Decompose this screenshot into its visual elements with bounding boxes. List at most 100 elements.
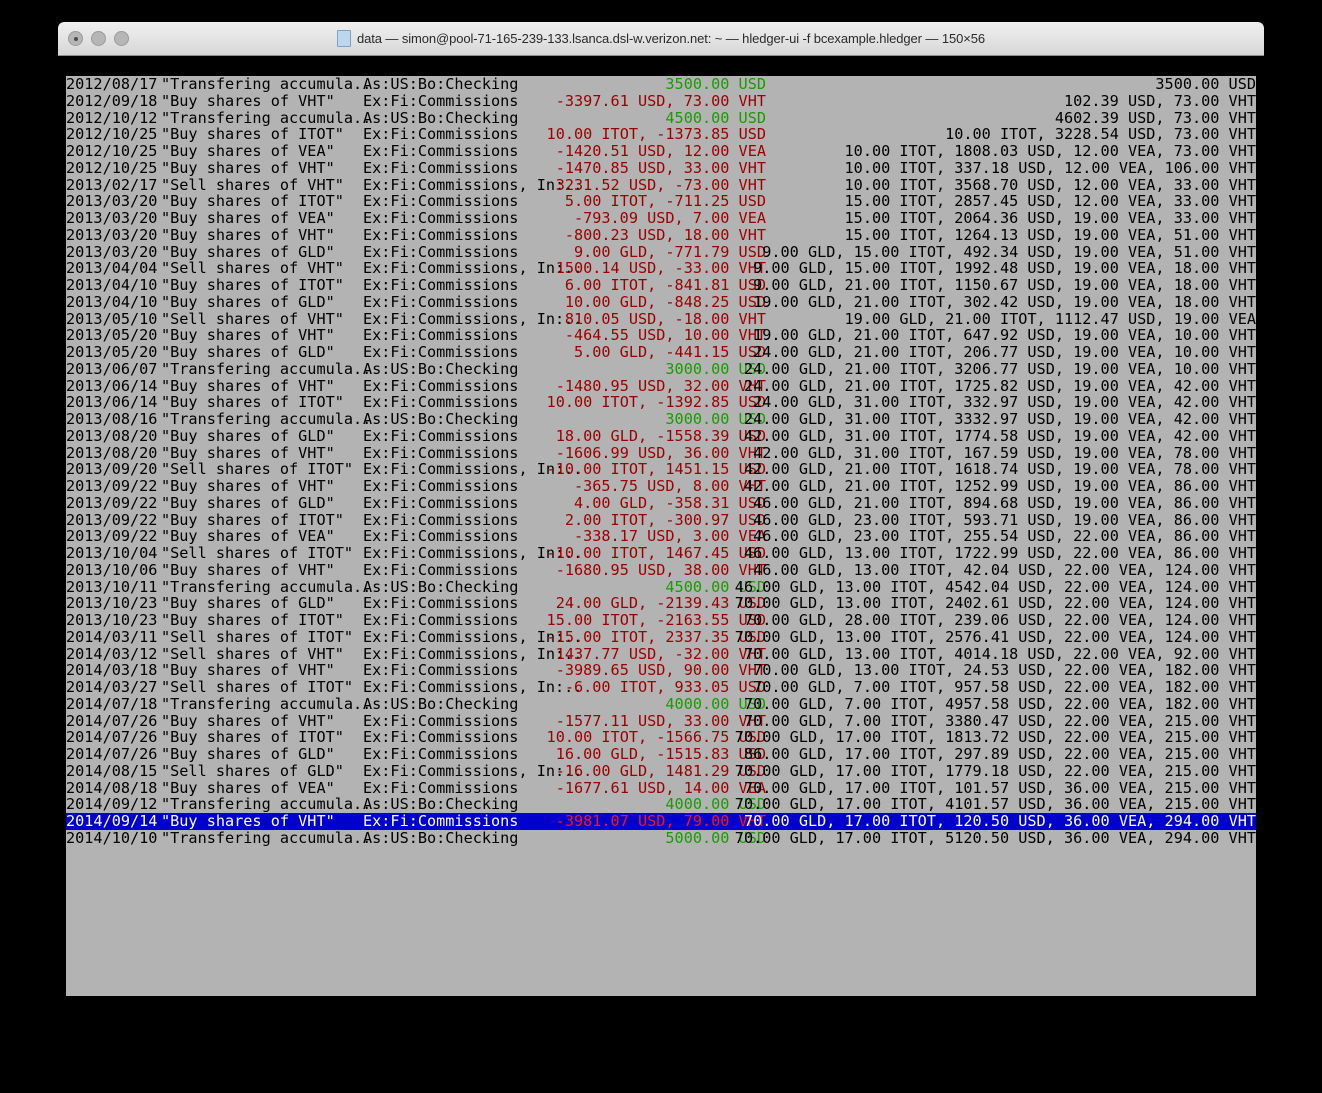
table-row[interactable]: 2013/08/20 "Buy shares of GLD" Ex:Fi:Commi… (66, 426, 1256, 445)
cell-account: Ex:Fi:Commissions (363, 209, 519, 227)
cell-balance: 10.00 ITOT, 3568.70 USD, 12.00 VEA, 33.0… (844, 175, 1256, 194)
cell-desc: "Sell shares of ITOT" (161, 544, 354, 562)
table-row[interactable]: 2014/07/26 "Buy shares of ITOT" Ex:Fi:Comm… (66, 729, 1256, 746)
table-row[interactable]: 2014/03/18 "Buy shares of VHT" Ex:Fi:Commi… (66, 662, 1256, 679)
table-row[interactable]: 2014/03/27 "Sell shares of ITOT" Ex:Fi:Com… (66, 679, 1256, 696)
table-row[interactable]: 2014/03/11 "Sell shares of ITOT" Ex:Fi:Com… (66, 628, 1256, 646)
cell-amount: -10.00 ITOT, 1451.15 USD (546, 460, 766, 479)
table-row[interactable]: 2013/05/10 "Sell shares of VHT" Ex:Fi:Comm… (66, 309, 1256, 328)
table-row[interactable]: 2013/04/10 "Buy shares of GLD" Ex:Fi:Commi… (66, 293, 1256, 311)
minimize-button[interactable] (91, 31, 106, 46)
cell-date: 2013/05/10 (66, 309, 158, 328)
cell-balance: 42.00 GLD, 31.00 ITOT, 1774.58 USD, 19.0… (743, 426, 1256, 445)
table-row[interactable]: 2013/09/20 "Sell shares of ITOT" Ex:Fi:Com… (66, 461, 1256, 478)
table-row[interactable]: 2012/10/25 "Buy shares of VHT" Ex:Fi:Commi… (66, 159, 1256, 177)
terminal-window: data — simon@pool-71-165-239-133.lsanca.… (58, 22, 1264, 1022)
cell-desc: "Buy shares of ITOT" (161, 192, 344, 211)
table-row[interactable]: 2012/09/18 "Buy shares of VHT" Ex:Fi:Commi… (66, 91, 1256, 110)
cell-date: 2013/04/10 (66, 276, 158, 294)
table-row[interactable]: 2013/09/22 "Buy shares of ITOT" Ex:Fi:Comm… (66, 510, 1256, 529)
table-row[interactable]: 2014/07/26 "Buy shares of VHT" Ex:Fi:Commi… (66, 712, 1256, 730)
cell-account: Ex:Fi:Commissions (363, 326, 519, 345)
cell-balance: 70.00 GLD, 7.00 ITOT, 957.58 USD, 22.00 … (753, 678, 1256, 696)
table-row[interactable]: 2012/08/17 "Transfering accumula.. As:US:B… (66, 76, 1256, 93)
table-row[interactable]: 2013/06/07 "Transfering accumula.. As:US:B… (66, 359, 1256, 378)
table-row[interactable]: 2013/09/22 "Buy shares of VEA" Ex:Fi:Commi… (66, 528, 1256, 545)
table-row[interactable]: 2013/05/20 "Buy shares of GLD" Ex:Fi:Commi… (66, 344, 1256, 361)
table-row-selected[interactable]: 2014/09/14 "Buy shares of VHT" Ex:Fi:Commi… (66, 813, 1256, 830)
cell-desc: "Sell shares of ITOT" (161, 460, 354, 479)
table-row[interactable]: 2013/03/20 "Buy shares of ITOT" Ex:Fi:Comm… (66, 193, 1256, 210)
cell-date: 2014/07/26 (66, 745, 158, 763)
cell-balance: 10.00 ITOT, 1808.03 USD, 12.00 VEA, 73.0… (844, 142, 1256, 160)
cell-desc: "Buy shares of VHT" (161, 225, 335, 244)
cell-balance: 46.00 GLD, 23.00 ITOT, 593.71 USD, 19.00… (753, 510, 1256, 529)
hledger-header-bar: ————————————————————————————Assets:US:ET… (58, 57, 1264, 75)
cell-amount: -1680.95 USD, 38.00 VHT (555, 560, 766, 579)
table-row[interactable]: 2013/08/20 "Buy shares of VHT" Ex:Fi:Commi… (66, 444, 1256, 462)
cell-account: Ex:Fi:Commissions, In:.. (363, 309, 583, 328)
table-row[interactable]: 2014/07/26 "Buy shares of GLD" Ex:Fi:Commi… (66, 746, 1256, 763)
cell-amount: 18.00 GLD, -1558.39 USD (555, 426, 766, 445)
cell-account: Ex:Fi:Commissions (363, 276, 519, 294)
table-row[interactable]: 2013/10/23 "Buy shares of ITOT" Ex:Fi:Comm… (66, 612, 1256, 629)
cell-balance: 70.00 GLD, 17.00 ITOT, 4101.57 USD, 36.0… (734, 795, 1256, 814)
cell-amount: -1677.61 USD, 14.00 VEA (555, 778, 766, 797)
cell-date: 2013/09/22 (66, 510, 158, 529)
table-row[interactable]: 2013/09/22 "Buy shares of GLD" Ex:Fi:Commi… (66, 493, 1256, 512)
table-row[interactable]: 2013/04/04 "Sell shares of VHT" Ex:Fi:Comm… (66, 260, 1256, 277)
cell-balance: 46.00 GLD, 13.00 ITOT, 4542.04 USD, 22.0… (734, 577, 1256, 596)
cell-amount: 10.00 ITOT, -1566.75 USD (546, 728, 766, 747)
close-button[interactable] (68, 31, 83, 46)
table-row[interactable]: 2013/04/10 "Buy shares of ITOT" Ex:Fi:Comm… (66, 277, 1256, 294)
cell-date: 2013/05/20 (66, 326, 158, 345)
table-row[interactable]: 2014/10/10 "Transfering accumula.. As:US:B… (66, 829, 1256, 847)
cell-date: 2013/03/20 (66, 209, 158, 227)
table-row[interactable]: 2013/08/16 "Transfering accumula.. As:US:B… (66, 411, 1256, 428)
table-row[interactable]: 2012/10/12 "Transfering accumula.. As:US:B… (66, 109, 1256, 127)
cell-desc: "Transfering accumula.. (161, 359, 372, 378)
cell-desc: "Sell shares of VHT" (161, 309, 344, 328)
transactions-list[interactable]: 2012/08/17 "Transfering accumula.. As:US:B… (66, 76, 1256, 996)
table-row[interactable]: 2013/10/11 "Transfering accumula.. As:US:B… (66, 577, 1256, 596)
table-row[interactable]: 2013/09/22 "Buy shares of VHT" Ex:Fi:Commi… (66, 478, 1256, 495)
table-row[interactable]: 2013/03/20 "Buy shares of VHT" Ex:Fi:Commi… (66, 225, 1256, 244)
table-row[interactable]: 2013/10/23 "Buy shares of GLD" Ex:Fi:Commi… (66, 595, 1256, 612)
cell-account: Ex:Fi:Commissions (363, 343, 519, 361)
cell-account: Ex:Fi:Commissions, In:.. (363, 678, 583, 696)
table-row[interactable]: 2013/05/20 "Buy shares of VHT" Ex:Fi:Commi… (66, 327, 1256, 344)
table-row[interactable]: 2014/08/15 "Sell shares of GLD" Ex:Fi:Comm… (66, 761, 1256, 780)
table-row[interactable]: 2014/07/18 "Transfering accumula.. As:US:B… (66, 694, 1256, 713)
cell-balance: 24.00 GLD, 21.00 ITOT, 1725.82 USD, 19.0… (743, 376, 1256, 395)
table-row[interactable]: 2014/03/12 "Sell shares of VHT" Ex:Fi:Comm… (66, 645, 1256, 663)
cell-amount: -365.75 USD, 8.00 VHT (573, 477, 766, 495)
table-row[interactable]: 2013/06/14 "Buy shares of ITOT" Ex:Fi:Comm… (66, 394, 1256, 411)
table-row[interactable]: 2013/03/20 "Buy shares of GLD" Ex:Fi:Commi… (66, 243, 1256, 261)
cell-amount: 4.00 GLD, -358.31 USD (573, 493, 766, 512)
cell-date: 2013/10/11 (66, 577, 158, 596)
cell-account: As:US:Bo:Checking (363, 577, 519, 596)
cell-balance: 86.00 GLD, 17.00 ITOT, 297.89 USD, 22.00… (743, 745, 1256, 763)
table-row[interactable]: 2013/06/14 "Buy shares of VHT" Ex:Fi:Commi… (66, 376, 1256, 395)
title-bar[interactable]: data — simon@pool-71-165-239-133.lsanca.… (58, 22, 1264, 56)
table-row[interactable]: 2013/10/06 "Buy shares of VHT" Ex:Fi:Commi… (66, 560, 1256, 579)
table-row[interactable]: 2014/08/18 "Buy shares of VEA" Ex:Fi:Commi… (66, 778, 1256, 797)
table-row[interactable]: 2013/02/17 "Sell shares of VHT" Ex:Fi:Comm… (66, 175, 1256, 194)
zoom-button[interactable] (114, 31, 129, 46)
cell-desc: "Buy shares of ITOT" (161, 611, 344, 629)
table-row[interactable]: 2012/10/25 "Buy shares of ITOT" Ex:Fi:Comm… (66, 126, 1256, 143)
cell-desc: "Buy shares of GLD" (161, 594, 335, 613)
table-row[interactable]: 2013/10/04 "Sell shares of ITOT" Ex:Fi:Com… (66, 545, 1256, 562)
cell-date: 2012/09/18 (66, 91, 158, 110)
cell-desc: "Transfering accumula.. (161, 694, 372, 713)
cell-balance: 46.00 GLD, 13.00 ITOT, 42.04 USD, 22.00 … (753, 560, 1256, 579)
cell-date: 2013/08/20 (66, 426, 158, 445)
table-row[interactable]: 2014/09/12 "Transfering accumula.. As:US:B… (66, 796, 1256, 813)
table-row[interactable]: 2012/10/25 "Buy shares of VEA" Ex:Fi:Commi… (66, 143, 1256, 160)
cell-account: Ex:Fi:Commissions, In:.. (363, 761, 583, 780)
table-row[interactable]: 2013/03/20 "Buy shares of VEA" Ex:Fi:Commi… (66, 210, 1256, 227)
cell-account: Ex:Fi:Commissions, In:.. (363, 460, 583, 479)
cell-date: 2014/07/26 (66, 728, 158, 747)
cell-account: As:US:Bo:Checking (363, 359, 519, 378)
cell-balance: 24.00 GLD, 31.00 ITOT, 332.97 USD, 19.00… (753, 393, 1256, 412)
